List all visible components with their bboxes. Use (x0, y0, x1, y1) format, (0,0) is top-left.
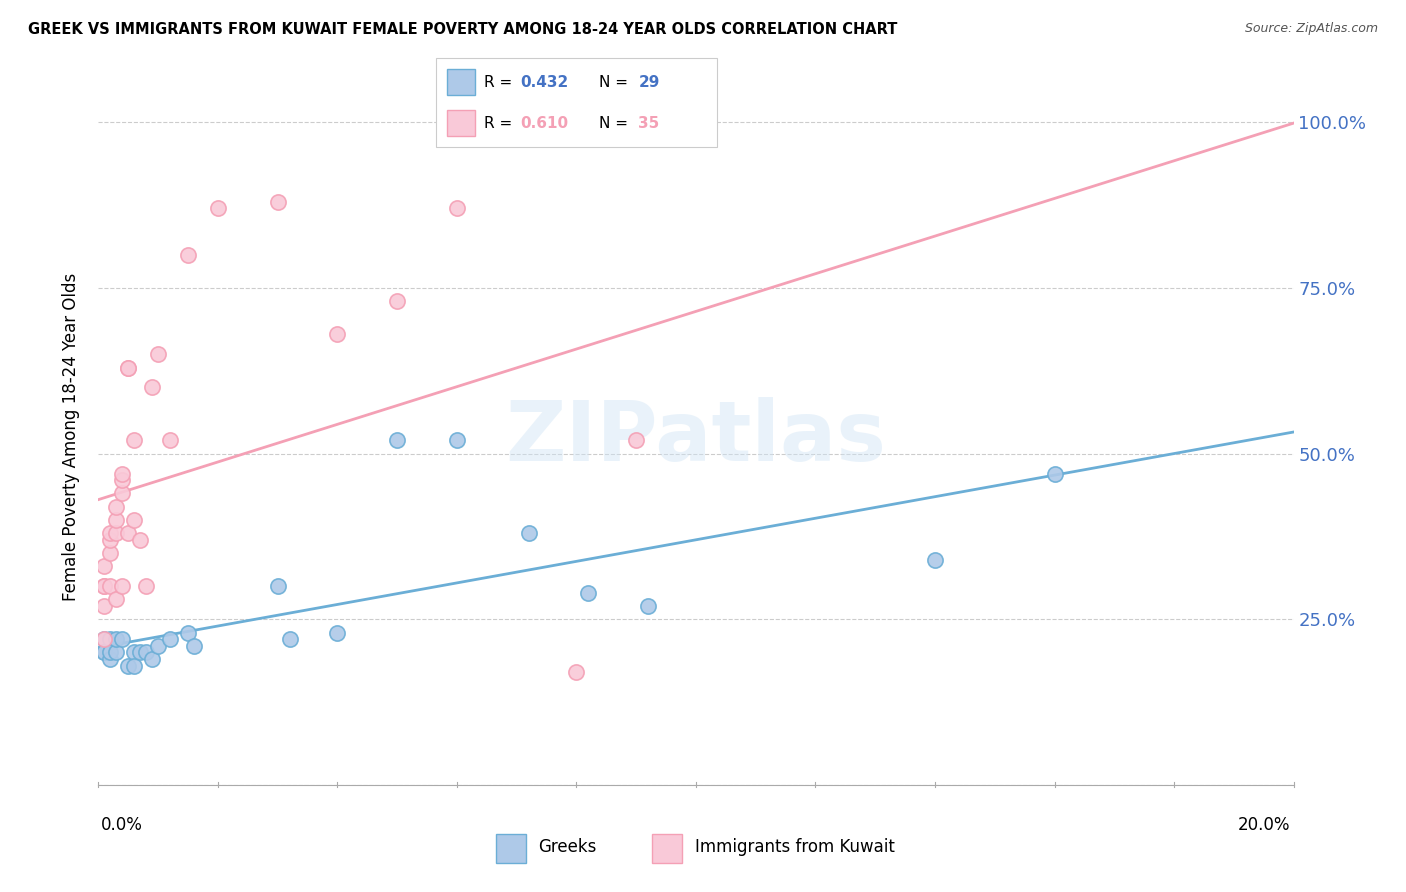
FancyBboxPatch shape (436, 58, 717, 147)
Point (111, 486, 134, 500)
Point (177, 248, 200, 262)
Point (278, 632, 301, 647)
Text: Greeks: Greeks (538, 838, 598, 856)
Point (100, 533, 122, 547)
Point (446, 434, 468, 448)
Point (93, 632, 115, 647)
Point (105, 513, 128, 527)
Point (326, 327, 349, 342)
Point (124, 434, 146, 448)
Point (117, 360, 139, 375)
Point (141, 380, 163, 394)
Point (924, 552, 946, 566)
Text: 35: 35 (638, 116, 659, 130)
Text: GREEK VS IMMIGRANTS FROM KUWAIT FEMALE POVERTY AMONG 18-24 YEAR OLDS CORRELATION: GREEK VS IMMIGRANTS FROM KUWAIT FEMALE P… (28, 22, 897, 37)
Point (117, 658, 139, 673)
Point (100, 652, 122, 666)
Text: 29: 29 (638, 75, 659, 89)
Point (100, 526, 122, 541)
Point (578, 586, 600, 600)
Point (385, 434, 409, 448)
Point (626, 434, 648, 448)
Point (141, 652, 163, 666)
Point (117, 360, 139, 375)
Text: 20.0%: 20.0% (1239, 816, 1291, 834)
Point (148, 347, 170, 361)
Point (93, 599, 115, 613)
Point (177, 625, 200, 640)
Point (267, 194, 290, 209)
Text: N =: N = (599, 75, 633, 89)
Point (565, 665, 588, 680)
Text: R =: R = (484, 75, 517, 89)
Y-axis label: Female Poverty Among 18-24 Year Olds: Female Poverty Among 18-24 Year Olds (62, 273, 80, 601)
Point (148, 639, 170, 653)
Point (135, 645, 157, 659)
Point (111, 632, 134, 647)
Point (326, 625, 349, 640)
Point (124, 513, 146, 527)
Text: R =: R = (484, 116, 517, 130)
Text: Immigrants from Kuwait: Immigrants from Kuwait (695, 838, 894, 856)
Point (111, 579, 134, 593)
Point (100, 546, 122, 560)
Point (267, 579, 290, 593)
Point (105, 526, 128, 541)
Text: ZIPatlas: ZIPatlas (506, 397, 886, 477)
Point (105, 592, 128, 607)
Point (93, 632, 115, 647)
Point (100, 579, 122, 593)
Point (385, 294, 409, 309)
Text: 0.610: 0.610 (520, 116, 568, 130)
FancyBboxPatch shape (447, 69, 475, 95)
Point (100, 645, 122, 659)
Point (105, 500, 128, 514)
Text: Source: ZipAtlas.com: Source: ZipAtlas.com (1244, 22, 1378, 36)
Point (517, 526, 540, 541)
Point (446, 202, 468, 216)
Point (129, 645, 152, 659)
Point (159, 632, 181, 647)
Point (117, 526, 139, 541)
FancyBboxPatch shape (496, 834, 526, 863)
Point (124, 658, 146, 673)
Point (105, 632, 128, 647)
Point (159, 434, 181, 448)
Point (637, 599, 659, 613)
Point (93, 645, 115, 659)
Point (111, 467, 134, 481)
Point (207, 202, 229, 216)
FancyBboxPatch shape (447, 110, 475, 136)
Point (105, 645, 128, 659)
Point (111, 473, 134, 487)
Point (93, 579, 115, 593)
Text: N =: N = (599, 116, 633, 130)
Point (124, 645, 146, 659)
Point (100, 632, 122, 647)
Text: 0.432: 0.432 (520, 75, 568, 89)
Point (93, 559, 115, 574)
Text: 0.0%: 0.0% (101, 816, 143, 834)
Point (1043, 467, 1066, 481)
Point (93, 645, 115, 659)
FancyBboxPatch shape (652, 834, 682, 863)
Point (135, 579, 157, 593)
Point (183, 639, 205, 653)
Point (93, 579, 115, 593)
Point (129, 533, 152, 547)
